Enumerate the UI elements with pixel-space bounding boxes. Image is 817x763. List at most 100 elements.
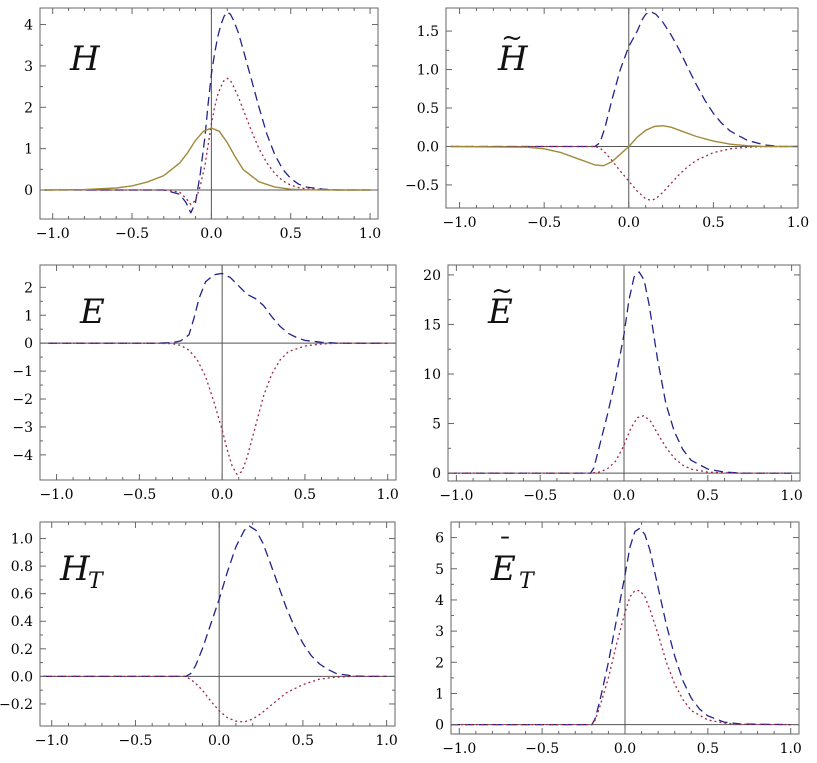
x-tick-label: −1.0 (35, 733, 69, 749)
y-tick-label: 0.6 (11, 587, 33, 603)
x-tick-label: 0.5 (280, 226, 302, 242)
panel-label: E (79, 292, 105, 332)
panel-e: −1.0 −0.5 0.0 0.5 1.0 −4 −3 −2 −1 0 1 2 E (12, 264, 399, 503)
series-dotted-curve (451, 145, 798, 201)
y-tick-label: 6 (435, 531, 444, 547)
x-tick-label: −0.5 (523, 488, 557, 504)
y-tick-label: 1 (24, 142, 33, 158)
panel-e-bar-t: −1.0 −0.5 0.0 0.5 1.0 0 1 2 3 4 5 6 E¯ T (435, 521, 802, 757)
series-solid-curve (451, 125, 798, 167)
y-tick-label: −1 (12, 364, 33, 380)
y-tick-label: 0 (432, 466, 441, 482)
y-tick-label: 0 (24, 183, 33, 199)
plot-frame (39, 521, 396, 727)
y-tick-label: 0 (435, 718, 444, 734)
y-tick-label: 0.2 (11, 642, 33, 658)
panel-label: E (487, 292, 513, 332)
series-dotted-curve (48, 342, 388, 476)
panel-h-tilde: −1.0 −0.5 0.0 0.5 1.0 −0.5 0.0 0.5 1.0 1.5 H~ (405, 7, 809, 231)
x-tick-label: −1.0 (442, 741, 476, 757)
x-tick-label: 0.5 (697, 488, 719, 504)
series-dotted-curve (451, 589, 791, 726)
panel-label: H (69, 39, 101, 79)
y-tick-label: 4 (435, 593, 444, 609)
y-tick-label: 1 (435, 686, 444, 702)
series-dotted-curve (43, 675, 387, 723)
panel-label-accent: ~ (491, 276, 513, 306)
x-tick-label: 0.0 (618, 215, 640, 231)
x-tick-label: 0.0 (211, 487, 233, 503)
panel-label-subscript: T (519, 569, 536, 594)
x-tick-label: 0.5 (702, 215, 724, 231)
x-tick-label: −1.0 (443, 215, 477, 231)
y-tick-label: 15 (423, 317, 441, 333)
x-tick-label: −1.0 (439, 488, 473, 504)
y-tick-label: 0.0 (417, 139, 439, 155)
y-tick-label: 1.0 (417, 63, 439, 79)
x-tick-label: 0.5 (292, 733, 314, 749)
x-tick-label: 0.5 (294, 487, 316, 503)
panel-label-subscript: T (88, 569, 105, 594)
x-tick-label: 1.0 (359, 226, 381, 242)
panel-e-tilde: −1.0 −0.5 0.0 0.5 1.0 0 5 10 15 20 E~ (423, 264, 803, 504)
y-tick-label: 3 (435, 624, 444, 640)
series-dashed-curve (451, 527, 791, 726)
plot-frame (39, 264, 397, 481)
y-tick-label: 0.0 (11, 669, 33, 685)
panel-label: H (497, 39, 529, 79)
y-tick-label: −0.5 (405, 178, 439, 194)
panel-label: H (59, 549, 91, 589)
x-tick-label: 1.0 (787, 215, 809, 231)
y-tick-label: −3 (12, 420, 33, 436)
x-tick-label: −0.5 (527, 215, 561, 231)
y-tick-label: 1 (24, 308, 33, 324)
y-tick-label: −2 (12, 392, 33, 408)
series-dashed-curve (43, 525, 387, 678)
y-tick-label: 1.0 (11, 532, 33, 548)
x-tick-label: 0.0 (208, 733, 230, 749)
panel-label-accent: ~ (501, 23, 523, 53)
x-tick-label: 0.5 (697, 741, 719, 757)
y-tick-label: 10 (423, 367, 441, 383)
y-tick-label: −4 (12, 448, 33, 464)
panel-label: E (490, 549, 516, 589)
x-tick-label: −1.0 (40, 487, 74, 503)
series-solid-curve (44, 127, 371, 191)
y-tick-label: 0.8 (11, 559, 33, 575)
series-dotted-curve (448, 414, 792, 474)
x-tick-label: 0.0 (200, 226, 222, 242)
panel-label-accent: ¯ (499, 533, 512, 563)
series-dashed-curve (48, 272, 388, 344)
x-tick-label: −0.5 (525, 741, 559, 757)
y-tick-label: 5 (435, 562, 444, 578)
panel-h: −1.0 −0.5 0.0 0.5 1.0 0 1 2 3 4 H (24, 7, 381, 242)
y-tick-label: 0 (24, 336, 33, 352)
x-tick-label: 1.0 (377, 487, 399, 503)
y-tick-label: 20 (423, 268, 441, 284)
x-tick-label: −1.0 (36, 226, 70, 242)
y-tick-label: 1.5 (417, 24, 439, 40)
series-dashed-curve (448, 271, 792, 474)
plot-frame (39, 7, 379, 220)
x-tick-label: 1.0 (780, 488, 802, 504)
y-tick-label: 2 (24, 100, 33, 116)
series-dashed-curve (451, 11, 798, 148)
x-tick-label: 1.0 (375, 733, 397, 749)
y-tick-label: −0.2 (0, 697, 33, 713)
x-tick-label: −0.5 (122, 487, 156, 503)
y-tick-label: 5 (432, 417, 441, 433)
y-tick-label: 0.5 (417, 101, 439, 117)
x-tick-label: −0.5 (115, 226, 149, 242)
x-tick-label: −0.5 (118, 733, 152, 749)
x-tick-label: 0.0 (614, 741, 636, 757)
series-dotted-curve (44, 77, 371, 206)
y-tick-label: 2 (24, 280, 33, 296)
panel-h-t: −1.0 −0.5 0.0 0.5 1.0 −0.2 0.0 0.2 0.4 0.6 0.8 1.0 H… (0, 521, 398, 749)
x-tick-label: 1.0 (780, 741, 802, 757)
series-dashed-curve (44, 11, 371, 214)
y-tick-label: 4 (24, 18, 33, 34)
y-tick-label: 0.4 (11, 614, 33, 630)
plot-frame (445, 7, 799, 209)
y-tick-label: 3 (24, 59, 33, 75)
